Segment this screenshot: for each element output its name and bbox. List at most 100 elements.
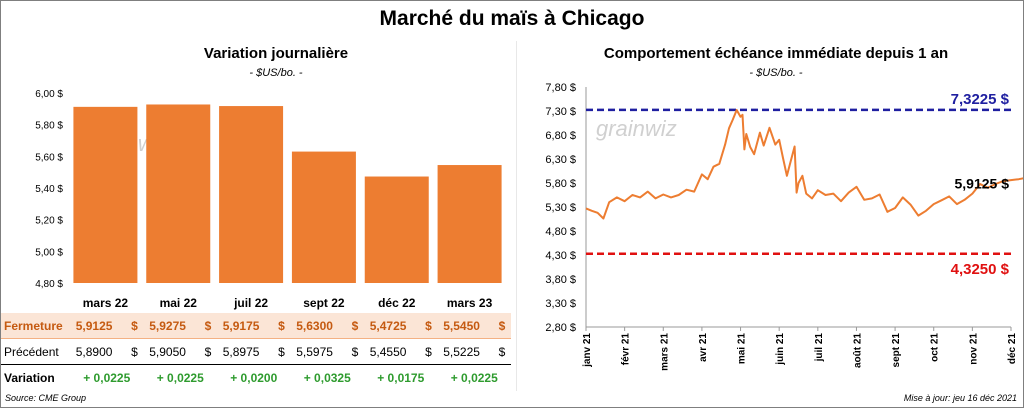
cell-unit: $ bbox=[131, 344, 138, 359]
last-price-annotation: 5,9125 $ bbox=[955, 176, 1010, 192]
cell-unit: $ bbox=[204, 318, 212, 333]
bar-chart: grainwiz4,80 $5,00 $5,20 $5,40 $5,60 $5,… bbox=[35, 89, 502, 310]
contracts-table: Fermeture 5,9125 $5,9275 $5,9175 $5,6300 $5,4… bbox=[1, 313, 511, 390]
table-cell: 5,4725 $ bbox=[364, 313, 438, 339]
x-tick-label: juin 21 bbox=[775, 333, 786, 366]
table-row: Variation + 0,0225 + 0,0225 + 0,0200 + 0,032… bbox=[1, 365, 511, 391]
x-tick-label: mars 23 bbox=[447, 296, 493, 310]
cell-unit: $ bbox=[204, 344, 212, 359]
y-tick-label: 5,40 $ bbox=[35, 184, 63, 195]
table-cell: 5,8900 $ bbox=[70, 338, 144, 365]
line-chart-title: Comportement échéance immédiate depuis 1… bbox=[603, 45, 949, 62]
row-label: Fermeture bbox=[1, 313, 70, 339]
y-tick-label: 5,20 $ bbox=[35, 216, 63, 227]
table-cell: + 0,0325 bbox=[303, 370, 351, 385]
y-tick-label: 4,80 $ bbox=[545, 226, 576, 238]
y-tick-label: 7,30 $ bbox=[545, 106, 576, 118]
table-cell: 5,4550 $ bbox=[364, 338, 438, 365]
x-tick-label: mai 21 bbox=[737, 333, 748, 365]
table-cell: + 0,0225 bbox=[83, 370, 131, 385]
watermark: grainwiz bbox=[596, 116, 677, 141]
cell-unit: $ bbox=[498, 318, 506, 333]
y-tick-label: 3,30 $ bbox=[545, 298, 576, 310]
y-tick-label: 5,60 $ bbox=[35, 152, 63, 163]
row-label: Variation bbox=[4, 370, 55, 385]
cell-value: 5,9175 bbox=[222, 318, 260, 333]
x-tick-label: sept 22 bbox=[303, 296, 345, 310]
y-tick-label: 4,80 $ bbox=[35, 279, 63, 290]
table-cell: + 0,0225 bbox=[450, 370, 498, 385]
table-cell: 5,9050 $ bbox=[143, 338, 217, 365]
x-tick-label: janv 21 bbox=[582, 333, 593, 368]
y-tick-label: 2,80 $ bbox=[545, 322, 576, 334]
y-tick-label: 5,80 $ bbox=[545, 178, 576, 190]
x-tick-label: déc 22 bbox=[378, 296, 416, 310]
bar bbox=[219, 106, 284, 283]
x-tick-label: avr 21 bbox=[698, 333, 709, 362]
update-note: Mise à jour: jeu 16 déc 2021 bbox=[903, 393, 1017, 403]
bar bbox=[364, 176, 429, 283]
x-tick-label: août 21 bbox=[852, 333, 863, 368]
x-tick-label: déc 21 bbox=[1007, 333, 1018, 365]
table-cell: 5,9275 $ bbox=[143, 313, 217, 339]
table-row: Fermeture 5,9125 $5,9275 $5,9175 $5,6300 $5,4… bbox=[1, 313, 511, 339]
x-tick-label: sept 21 bbox=[891, 333, 902, 368]
page-title: Marché du maïs à Chicago bbox=[379, 7, 645, 30]
cell-unit: $ bbox=[278, 344, 285, 359]
cell-value: 5,9125 bbox=[75, 318, 113, 333]
cell-value: 5,9275 bbox=[149, 318, 186, 333]
cell-value: 5,4550 bbox=[369, 344, 407, 359]
table-cell: 5,5975 $ bbox=[290, 338, 364, 365]
x-tick-label: oct 21 bbox=[930, 333, 941, 362]
cell-unit: $ bbox=[425, 318, 432, 333]
table-cell: + 0,0225 bbox=[156, 370, 204, 385]
table-row: Précédent 5,8900 $5,9050 $5,8975 $ 5,5975 $5,4… bbox=[1, 338, 511, 365]
cell-unit: $ bbox=[278, 318, 285, 333]
table-cell: 5,8975 $ bbox=[217, 338, 291, 365]
panel-divider bbox=[516, 41, 517, 391]
y-tick-label: 6,00 $ bbox=[35, 89, 63, 100]
table-cell: + 0,0200 bbox=[230, 370, 278, 385]
row-label: Précédent bbox=[1, 338, 70, 365]
bar bbox=[146, 104, 211, 284]
cell-value: 5,8900 bbox=[75, 344, 113, 359]
y-tick-label: 4,30 $ bbox=[545, 250, 576, 262]
line-chart: grainwiz 2,80 $ 3,30 $ 3,80 $ 4,30 $ 4,80 $ 5,… bbox=[545, 82, 1023, 371]
y-tick-label: 5,30 $ bbox=[545, 202, 576, 214]
x-tick-label: mars 21 bbox=[659, 333, 670, 371]
low-annotation: 4,3250 $ bbox=[951, 261, 1010, 278]
cell-value: 5,5225 bbox=[443, 344, 480, 359]
x-tick-label: mai 22 bbox=[160, 296, 198, 310]
x-tick-label: févr 21 bbox=[621, 333, 632, 366]
x-tick-label: mars 22 bbox=[83, 296, 129, 310]
cell-value: 5,5975 bbox=[296, 344, 333, 359]
y-tick-label: 3,80 $ bbox=[545, 274, 576, 286]
y-tick-label: 6,30 $ bbox=[545, 154, 576, 166]
cell-value: 5,9050 bbox=[149, 344, 186, 359]
cell-unit: $ bbox=[351, 344, 359, 359]
y-tick-label: 6,80 $ bbox=[545, 130, 576, 142]
cell-value: 5,5450 bbox=[443, 318, 480, 333]
x-tick-label: juil 21 bbox=[814, 333, 825, 363]
y-tick-label: 7,80 $ bbox=[545, 82, 576, 94]
cell-value: 5,4725 bbox=[369, 318, 407, 333]
bar bbox=[291, 151, 356, 283]
bar bbox=[73, 106, 138, 284]
source-note: Source: CME Group bbox=[5, 393, 87, 403]
table-cell: + 0,0175 bbox=[377, 370, 425, 385]
table-cell: 5,5225 $ bbox=[437, 338, 511, 365]
y-tick-label: 5,80 $ bbox=[35, 121, 63, 132]
cell-unit: $ bbox=[351, 318, 359, 333]
cell-unit: $ bbox=[131, 318, 138, 333]
table-cell: 5,9125 $ bbox=[70, 313, 144, 339]
line-chart-subtitle: - $US/bo. - bbox=[749, 67, 803, 79]
cell-unit: $ bbox=[425, 344, 432, 359]
table-cell: 5,6300 $ bbox=[290, 313, 364, 339]
x-tick-label: nov 21 bbox=[968, 333, 979, 365]
table-cell: 5,9175 $ bbox=[217, 313, 291, 339]
x-tick-label: juil 22 bbox=[233, 296, 268, 310]
y-tick-label: 5,00 $ bbox=[35, 247, 63, 258]
bar bbox=[437, 165, 502, 283]
table-cell: 5,5450 $ bbox=[437, 313, 511, 339]
